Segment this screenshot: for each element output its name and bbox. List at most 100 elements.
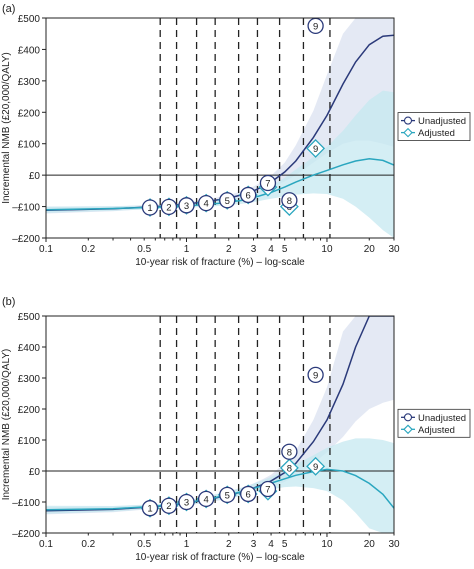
unadjusted-point-label-6: 6 — [246, 190, 251, 201]
x-tick-label: 20 — [364, 244, 376, 255]
unadjusted-point-9 — [307, 366, 324, 384]
y-tick-label: £100 — [18, 140, 41, 151]
unadjusted-point-7 — [259, 480, 277, 498]
x-tick-label: 5 — [282, 539, 288, 550]
x-tick-label: 0.1 — [39, 539, 53, 550]
plot-area — [46, 18, 394, 238]
y-tick-label: £400 — [18, 45, 41, 56]
adjusted-point-8 — [279, 458, 299, 478]
unadjusted-point-1 — [141, 199, 159, 216]
legend-label-adjusted: Adjusted — [418, 128, 455, 139]
y-tick-label: –£200 — [12, 529, 40, 540]
plot-frame — [45, 17, 395, 239]
x-tick-label: 1 — [184, 244, 190, 255]
y-tick-label: £0 — [29, 171, 41, 182]
legend-circle-icon — [403, 116, 413, 125]
unadjusted-point-label-1: 1 — [147, 203, 152, 214]
y-tick-label: £500 — [18, 312, 41, 323]
x-tick-label: 30 — [388, 244, 400, 255]
unadjusted-point-label-7: 7 — [265, 484, 270, 495]
y-tick-label: £500 — [18, 14, 41, 25]
unadjusted-point-label-4: 4 — [203, 494, 208, 505]
unadjusted-point-1 — [141, 500, 159, 517]
unadjusted-point-4 — [197, 194, 215, 212]
x-tick-label: 0.5 — [137, 244, 151, 255]
adjusted-point-label-9: 9 — [313, 462, 318, 473]
unadjusted-point-label-8: 8 — [287, 196, 292, 207]
legend-diamond-icon — [403, 127, 413, 138]
plot-frame — [45, 315, 395, 534]
y-tick-label: £0 — [29, 467, 41, 478]
unadjusted-point-label-1: 1 — [147, 504, 152, 515]
y-tick-label: –£200 — [12, 234, 40, 245]
chart-panel-a: 123456789123456789–£200–£100£0£100£200£3… — [1, 3, 471, 268]
legend-label-unadjusted: Unadjusted — [418, 413, 466, 424]
adjusted-point-label-9: 9 — [313, 144, 318, 155]
y-axis-title: Incremental NMB (£20,000/QALY) — [1, 349, 12, 501]
unadjusted-point-6 — [240, 186, 257, 204]
adjusted-point-9 — [306, 139, 326, 158]
unadjusted-point-7 — [259, 174, 277, 192]
unadjusted-point-3 — [178, 197, 195, 214]
unadjusted-point-6 — [240, 485, 257, 503]
confidence-band-adjusted — [46, 438, 394, 533]
unadjusted-point-5 — [219, 486, 236, 504]
unadjusted-point-label-2: 2 — [166, 501, 171, 512]
unadjusted-point-4 — [197, 490, 215, 508]
legend-label-unadjusted: Unadjusted — [418, 116, 466, 127]
adjusted-point-9 — [306, 456, 326, 476]
y-tick-label: £200 — [18, 108, 41, 119]
x-tick-label: 1 — [184, 539, 190, 550]
panel-label: (a) — [2, 3, 15, 15]
unadjusted-point-label-3: 3 — [184, 498, 189, 509]
unadjusted-point-2 — [160, 497, 178, 514]
y-axis-title: Incremental NMB (£20,000/QALY) — [1, 52, 12, 204]
unadjusted-point-8 — [281, 192, 298, 209]
y-tick-label: £100 — [18, 436, 41, 447]
unadjusted-point-label-7: 7 — [265, 179, 270, 190]
unadjusted-point-label-8: 8 — [287, 447, 292, 458]
confidence-band-adjusted — [46, 90, 394, 238]
y-tick-label: £400 — [18, 343, 41, 354]
x-tick-label: 3 — [251, 539, 257, 550]
x-axis-title: 10-year risk of fracture (%) – log-scale — [135, 257, 305, 268]
plot-area — [46, 316, 394, 533]
x-tick-label: 10 — [321, 539, 333, 550]
chart-panel-b: 123456789123456789–£200–£100£0£100£200£3… — [1, 296, 471, 563]
x-axis-title: 10-year risk of fracture (%) – log-scale — [135, 552, 305, 563]
x-tick-label: 4 — [268, 244, 274, 255]
x-tick-label: 2 — [226, 244, 232, 255]
unadjusted-point-label-6: 6 — [246, 489, 251, 500]
unadjusted-point-label-9: 9 — [313, 21, 318, 32]
unadjusted-point-5 — [219, 192, 236, 209]
unadjusted-point-3 — [178, 493, 195, 511]
legend-diamond-icon — [403, 424, 413, 435]
x-tick-label: 0.2 — [81, 539, 95, 550]
unadjusted-point-label-9: 9 — [313, 370, 318, 381]
x-tick-label: 20 — [364, 539, 376, 550]
x-tick-label: 4 — [268, 539, 274, 550]
unadjusted-point-label-3: 3 — [184, 201, 189, 212]
unadjusted-point-label-5: 5 — [225, 490, 230, 501]
x-tick-label: 30 — [388, 539, 400, 550]
y-tick-label: £200 — [18, 405, 41, 416]
x-tick-label: 0.1 — [39, 244, 53, 255]
x-tick-label: 10 — [321, 244, 333, 255]
x-tick-label: 0.2 — [81, 244, 95, 255]
unadjusted-point-2 — [160, 198, 178, 216]
unadjusted-point-label-5: 5 — [225, 196, 230, 207]
x-tick-label: 0.5 — [137, 539, 151, 550]
panel-label: (b) — [2, 296, 15, 308]
y-tick-label: –£100 — [12, 203, 40, 214]
unadjusted-point-8 — [281, 443, 298, 460]
x-tick-label: 5 — [282, 244, 288, 255]
legend-circle-icon — [403, 413, 413, 422]
x-tick-label: 2 — [226, 539, 232, 550]
y-tick-label: £300 — [18, 77, 41, 88]
unadjusted-point-label-2: 2 — [166, 202, 171, 213]
x-tick-label: 3 — [251, 244, 257, 255]
y-tick-label: –£100 — [12, 498, 40, 509]
